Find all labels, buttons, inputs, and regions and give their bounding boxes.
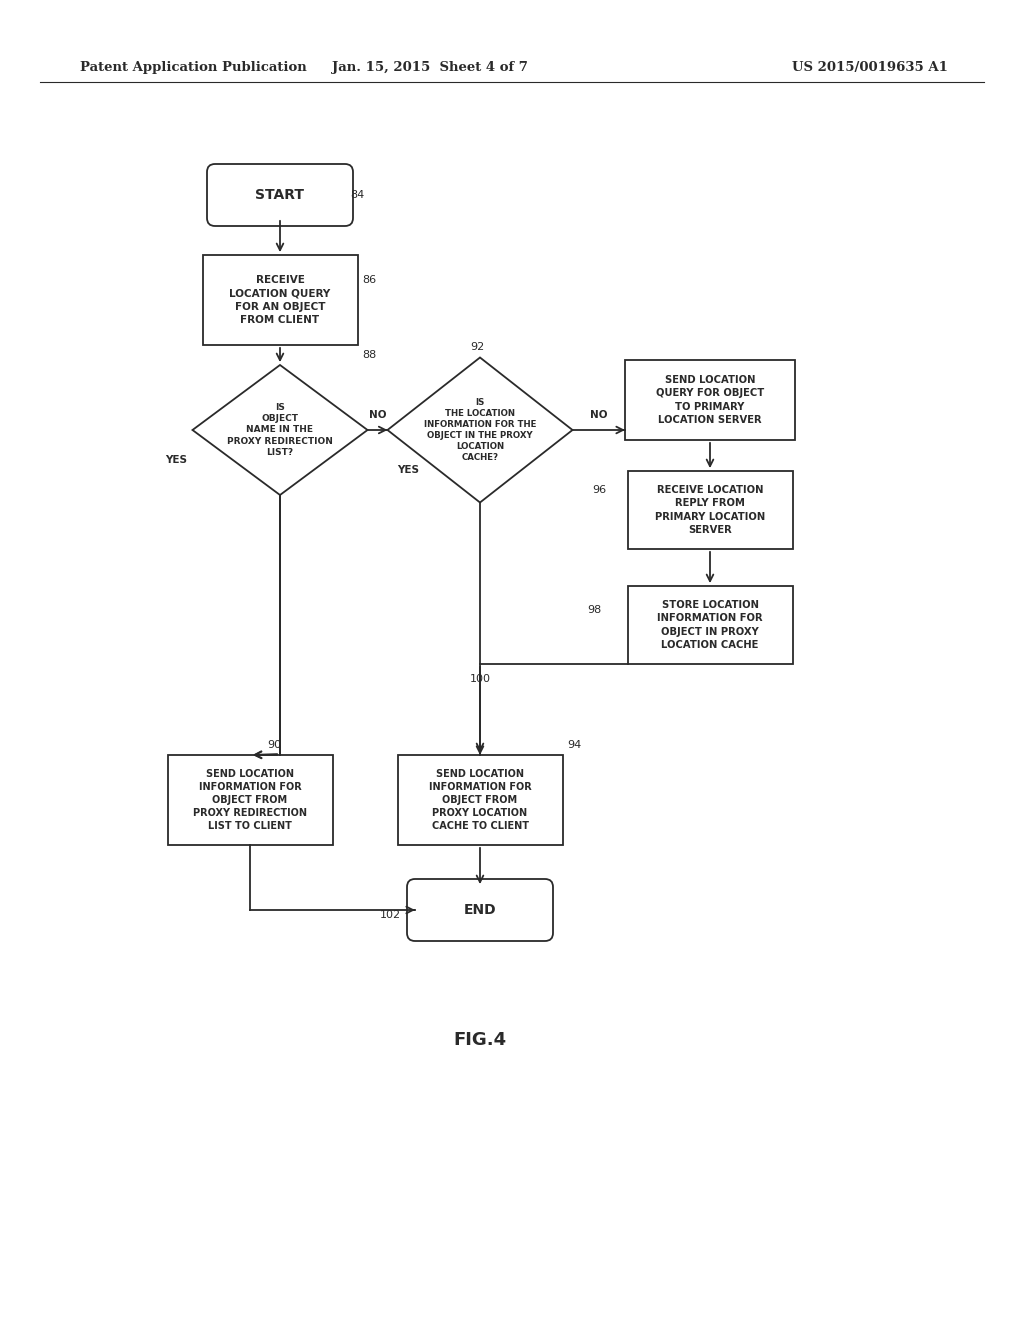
Text: SEND LOCATION
QUERY FOR OBJECT
TO PRIMARY
LOCATION SERVER: SEND LOCATION QUERY FOR OBJECT TO PRIMAR… xyxy=(656,375,764,425)
FancyBboxPatch shape xyxy=(407,879,553,941)
Text: END: END xyxy=(464,903,497,917)
Text: RECEIVE LOCATION
REPLY FROM
PRIMARY LOCATION
SERVER: RECEIVE LOCATION REPLY FROM PRIMARY LOCA… xyxy=(655,486,765,535)
Bar xyxy=(203,255,357,345)
Text: 88: 88 xyxy=(362,350,377,360)
Text: 94: 94 xyxy=(567,741,582,750)
Polygon shape xyxy=(387,358,572,503)
Text: YES: YES xyxy=(397,465,420,475)
Text: 92: 92 xyxy=(470,342,484,352)
Text: Jan. 15, 2015  Sheet 4 of 7: Jan. 15, 2015 Sheet 4 of 7 xyxy=(332,62,528,74)
Text: 98: 98 xyxy=(588,605,602,615)
Text: IS
OBJECT
NAME IN THE
PROXY REDIRECTION
LIST?: IS OBJECT NAME IN THE PROXY REDIRECTION … xyxy=(227,404,333,457)
Text: 86: 86 xyxy=(362,275,377,285)
Text: YES: YES xyxy=(166,455,187,465)
Text: START: START xyxy=(256,187,304,202)
Text: IS
THE LOCATION
INFORMATION FOR THE
OBJECT IN THE PROXY
LOCATION
CACHE?: IS THE LOCATION INFORMATION FOR THE OBJE… xyxy=(424,397,537,462)
Text: Patent Application Publication: Patent Application Publication xyxy=(80,62,307,74)
Text: RECEIVE
LOCATION QUERY
FOR AN OBJECT
FROM CLIENT: RECEIVE LOCATION QUERY FOR AN OBJECT FRO… xyxy=(229,275,331,325)
Polygon shape xyxy=(193,366,368,495)
Text: 100: 100 xyxy=(470,675,490,684)
Text: SEND LOCATION
INFORMATION FOR
OBJECT FROM
PROXY REDIRECTION
LIST TO CLIENT: SEND LOCATION INFORMATION FOR OBJECT FRO… xyxy=(193,768,307,832)
Text: FIG.4: FIG.4 xyxy=(454,1031,507,1049)
Bar xyxy=(625,360,795,440)
Text: NO: NO xyxy=(369,411,386,420)
Text: 84: 84 xyxy=(350,190,365,201)
FancyBboxPatch shape xyxy=(207,164,353,226)
Text: NO: NO xyxy=(590,411,607,420)
Text: SEND LOCATION
INFORMATION FOR
OBJECT FROM
PROXY LOCATION
CACHE TO CLIENT: SEND LOCATION INFORMATION FOR OBJECT FRO… xyxy=(429,768,531,832)
Bar xyxy=(628,586,793,664)
Text: STORE LOCATION
INFORMATION FOR
OBJECT IN PROXY
LOCATION CACHE: STORE LOCATION INFORMATION FOR OBJECT IN… xyxy=(657,601,763,649)
Text: 90: 90 xyxy=(267,741,282,750)
Bar xyxy=(168,755,333,845)
Text: US 2015/0019635 A1: US 2015/0019635 A1 xyxy=(792,62,948,74)
Bar xyxy=(628,471,793,549)
Text: 102: 102 xyxy=(380,909,401,920)
Bar xyxy=(397,755,562,845)
Text: 96: 96 xyxy=(593,484,606,495)
